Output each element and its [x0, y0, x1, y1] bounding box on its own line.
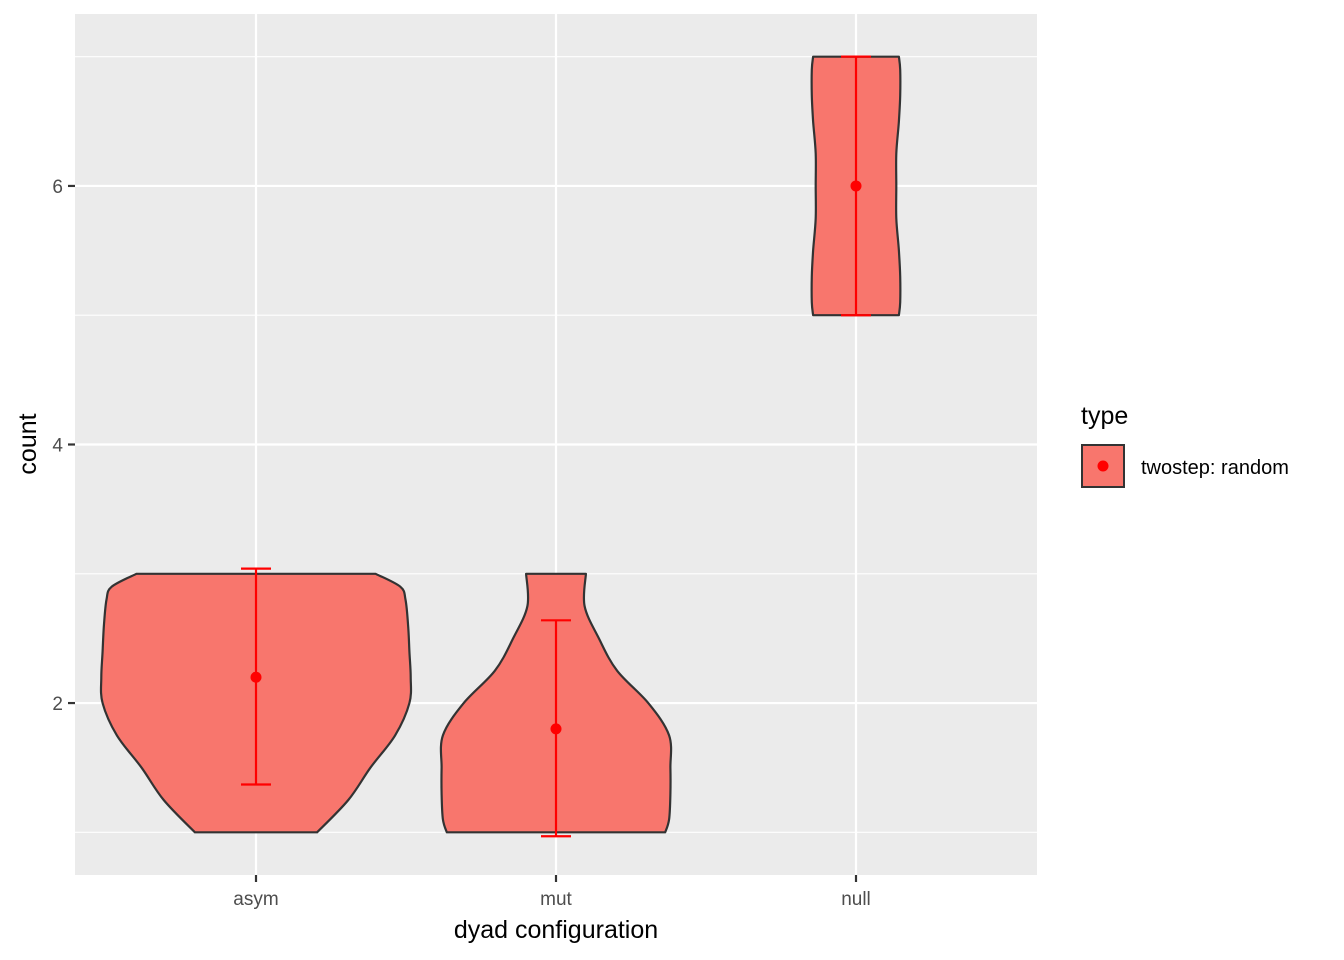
y-axis-title: count [14, 413, 42, 474]
legend-label: twostep: random [1141, 457, 1289, 479]
legend: type twostep: random [1081, 402, 1289, 488]
mean-points [250, 180, 862, 735]
y-tick-label: 2 [52, 694, 63, 715]
mean-point-mut [550, 723, 562, 735]
y-tick-label: 4 [52, 436, 63, 457]
mean-point-null [850, 180, 862, 192]
y-tick-label: 6 [52, 177, 63, 198]
x-tick-label-asym: asym [233, 889, 278, 910]
x-axis: asym mut null [233, 875, 871, 910]
y-axis: 2 4 6 [52, 177, 75, 715]
x-tick-label-null: null [841, 889, 871, 910]
legend-key-point [1097, 460, 1109, 472]
legend-title: type [1081, 402, 1128, 430]
x-axis-title: dyad configuration [454, 916, 658, 944]
mean-point-asym [250, 671, 262, 683]
x-tick-label-mut: mut [540, 889, 572, 910]
